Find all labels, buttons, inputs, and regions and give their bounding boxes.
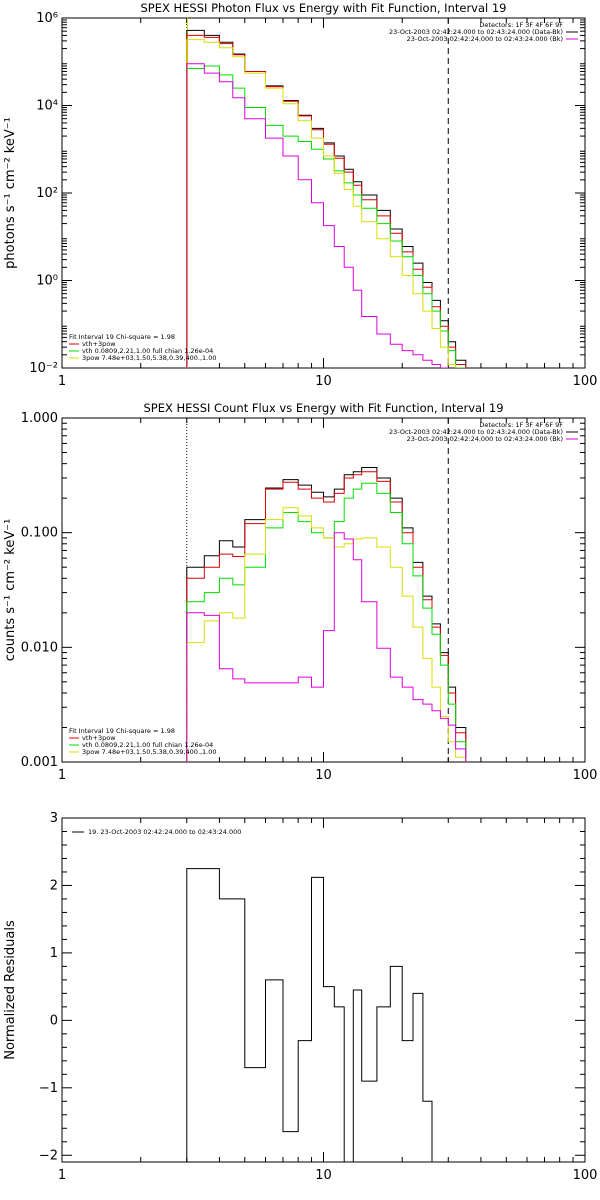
y-tick-label: 10⁰	[36, 274, 58, 289]
y-tick-label: 10²	[36, 186, 58, 201]
x-tick-label: 1	[58, 1168, 66, 1183]
fit-info-line: vth 0.0809,2.21,1.00 full chian 1.26e-04	[82, 741, 213, 749]
count-flux-plot: SPEX HESSI Count Flux vs Energy with Fit…	[3, 401, 597, 783]
y-tick-label: 0.010	[21, 640, 58, 655]
series-line-data-bk	[186, 29, 467, 368]
series-line-3pow	[186, 507, 467, 762]
series-line-vth-3pow	[186, 471, 467, 762]
series-line-vth	[186, 65, 467, 368]
x-tick-label: 10	[315, 374, 332, 389]
legend-entry: Detectors: 1F 3F 4F 6F 9F	[479, 21, 563, 29]
y-tick-label: 1	[50, 946, 58, 961]
y-tick-label: 2	[50, 878, 58, 893]
legend-entry: 23-Oct-2003 02:42:24.000 to 02:43:24.000…	[407, 35, 563, 43]
y-tick-label: 10⁴	[36, 99, 58, 114]
y-tick-label: 10⁶	[36, 11, 58, 26]
y-tick-label: 0	[50, 1013, 58, 1028]
legend-entry: 23-Oct-2003 02:42:24.000 to 02:43:24.000…	[389, 428, 563, 436]
y-tick-label: 1.000	[21, 411, 58, 426]
x-tick-label: 100	[573, 374, 598, 389]
legend-entry: 23-Oct-2003 02:42:24.000 to 02:43:24.000…	[407, 435, 563, 443]
chart-title: SPEX HESSI Count Flux vs Energy with Fit…	[143, 401, 503, 415]
x-tick-label: 10	[315, 1168, 332, 1183]
series-line-data-bk	[186, 467, 467, 762]
fit-info-line: Fit Interval 19 Chi-square = 1.98	[69, 333, 175, 341]
y-tick-label: −1	[39, 1081, 58, 1096]
series-line-vth-3pow	[186, 34, 467, 368]
fit-info-line: vth+3pow	[82, 340, 116, 348]
x-tick-label: 10	[315, 768, 332, 783]
plot-frame	[61, 17, 586, 369]
y-axis-label: photons s⁻¹ cm⁻² keV⁻¹	[3, 117, 18, 269]
plot-frame	[61, 417, 586, 763]
x-tick-label: 100	[573, 768, 598, 783]
fit-info-line: 3pow 7.48e+03,1.50,5.38,0.39,400.,1.00	[82, 354, 217, 362]
chart-title: SPEX HESSI Photon Flux vs Energy with Fi…	[140, 1, 506, 15]
plot-frame	[61, 817, 586, 1163]
series-line-vth	[186, 482, 467, 762]
x-tick-label: 1	[58, 374, 66, 389]
y-tick-label: 3	[50, 811, 58, 826]
y-tick-label: 0.100	[21, 526, 58, 541]
fit-info-line: Fit Interval 19 Chi-square = 1.98	[69, 727, 175, 735]
x-tick-label: 1	[58, 768, 66, 783]
legend-entry: 23-Oct-2003 02:42:24.000 to 02:43:24.000…	[389, 28, 563, 36]
fit-info-line: vth+3pow	[82, 734, 116, 742]
fit-info-line: 3pow 7.48e+03,1.50,5.38,0.39,400.,1.00	[82, 748, 217, 756]
photon-flux-plot: SPEX HESSI Photon Flux vs Energy with Fi…	[3, 1, 597, 389]
series-line-bk	[186, 63, 449, 368]
y-axis-label: Normalized Residuals	[3, 920, 18, 1060]
series-line-3pow	[186, 39, 457, 368]
legend-entry: 19. 23-Oct-2003 02:42:24.000 to 02:43:24…	[88, 828, 241, 836]
y-axis-label: counts s⁻¹ cm⁻² keV⁻¹	[3, 519, 18, 662]
fit-info-line: vth 0.0809,2.21,1.00 full chian 1.26e-04	[82, 347, 213, 355]
y-tick-label: −2	[39, 1148, 58, 1163]
legend-entry: Detectors: 1F 3F 4F 6F 9F	[479, 421, 563, 429]
series-line-19	[186, 868, 449, 1162]
y-tick-label: 0.001	[21, 755, 58, 770]
x-tick-label: 100	[573, 1168, 598, 1183]
series-line-bk	[186, 532, 467, 762]
y-tick-label: 10⁻²	[29, 361, 58, 376]
